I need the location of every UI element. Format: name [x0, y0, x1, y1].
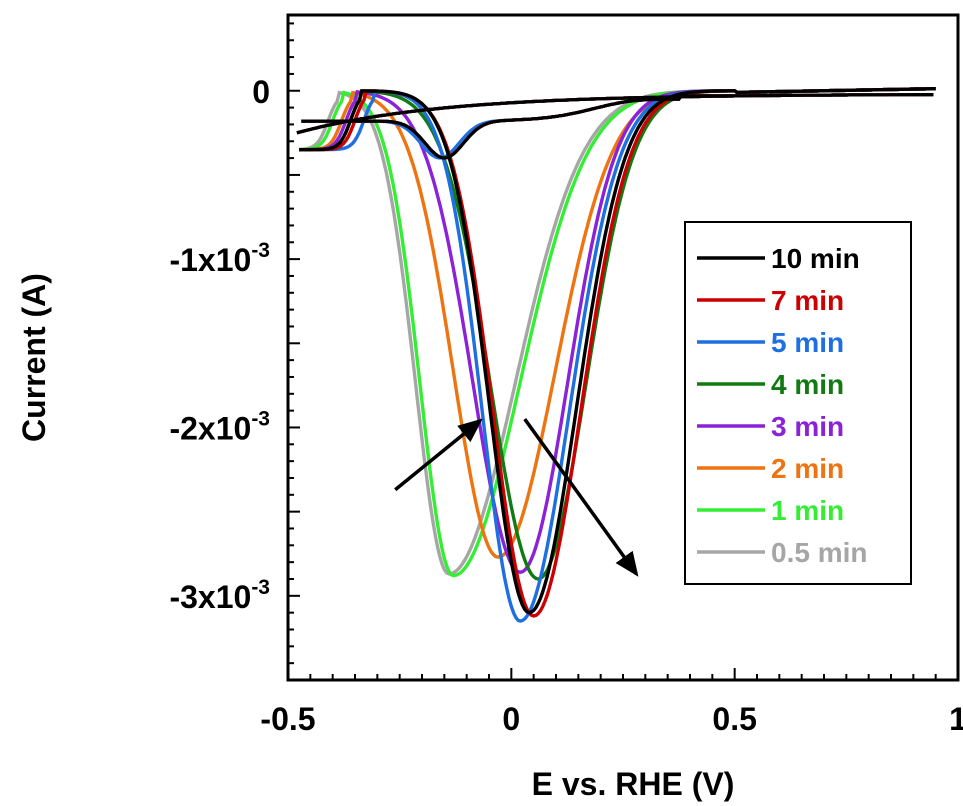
legend-label: 5 min: [771, 327, 844, 358]
y-axis-title: Current (A): [16, 273, 52, 442]
y-tick-label: -1x10-3: [169, 239, 270, 278]
plot-frame: [286, 13, 960, 682]
legend-label: 3 min: [771, 411, 844, 442]
x-tick-labels: -0.5 0 0.5 1: [260, 701, 963, 737]
series-layer: [296, 87, 936, 623]
x-tick-label: 0: [502, 701, 520, 737]
series-line: [299, 87, 936, 615]
legend: 10 min 7 min 5 min 4 min 3 min 2 min 1 min 0.5 …: [684, 221, 912, 585]
legend-label: 7 min: [771, 285, 844, 316]
legend-box: [684, 221, 912, 585]
trend-arrow: [523, 418, 639, 577]
y-tick-labels: 0 -1x10-3 -2x10-3 -3x10-3: [169, 74, 270, 615]
x-tick-label: 1: [949, 701, 963, 737]
annotation-arrows: [394, 418, 639, 577]
y-tick-label: -2x10-3: [169, 407, 270, 446]
y-tick-label: -3x10-3: [169, 576, 270, 615]
trend-arrow: [394, 418, 483, 492]
legend-label: 2 min: [771, 453, 844, 484]
legend-label: 0.5 min: [771, 537, 867, 568]
legend-label: 4 min: [771, 369, 844, 400]
x-tick-label: -0.5: [260, 701, 315, 737]
x-axis-title: E vs. RHE (V): [532, 766, 735, 802]
series-line: [296, 93, 934, 135]
series-line: [301, 94, 733, 160]
legend-label: 10 min: [771, 243, 860, 274]
y-tick-label: 0: [252, 74, 270, 110]
x-tick-label: 0.5: [712, 701, 756, 737]
legend-label: 1 min: [771, 495, 844, 526]
